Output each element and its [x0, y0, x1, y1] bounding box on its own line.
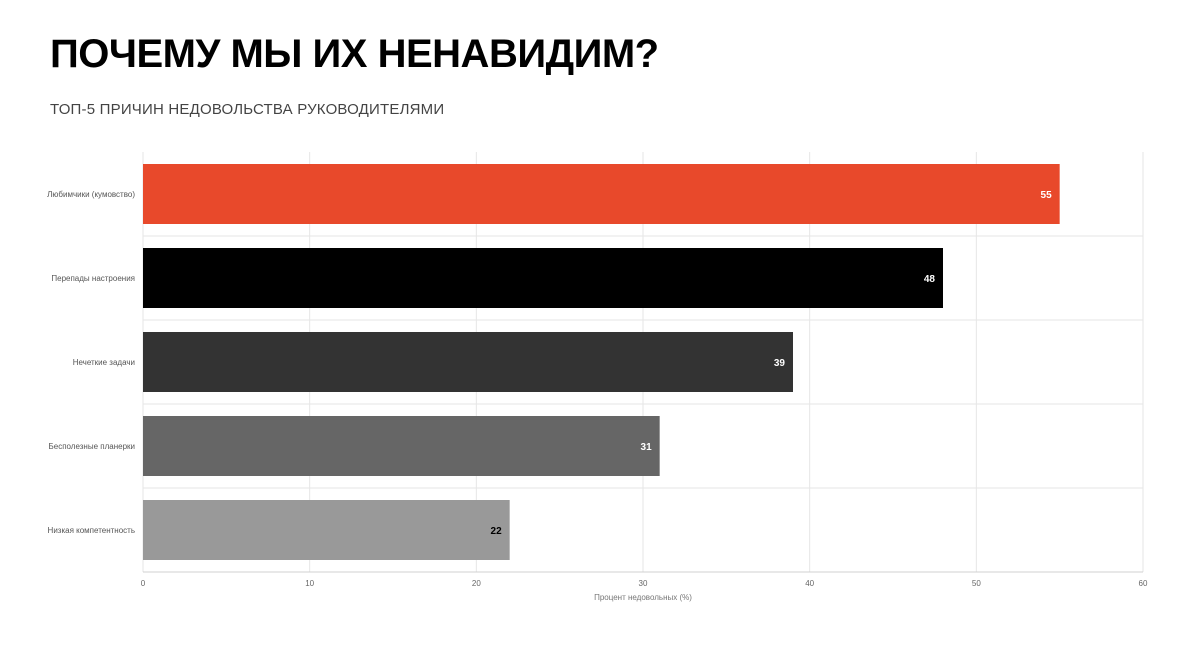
- chart-title: ПОЧЕМУ МЫ ИХ НЕНАВИДИМ?: [50, 32, 659, 76]
- x-tick-label: 30: [639, 579, 648, 588]
- category-label: Любимчики (кумовство): [47, 190, 135, 199]
- bar: [143, 248, 943, 308]
- x-tick-label: 60: [1139, 579, 1148, 588]
- bar: [143, 500, 510, 560]
- x-tick-label: 50: [972, 579, 981, 588]
- x-tick-label: 20: [472, 579, 481, 588]
- bar: [143, 332, 793, 392]
- data-label: 39: [774, 358, 786, 369]
- category-label: Нечеткие задачи: [73, 358, 135, 367]
- labels: 0 10 20 30 40 50 60 Любимчики (кумовство) 55 Пере…: [47, 190, 1148, 602]
- chart-subtitle: ТОП-5 ПРИЧИН НЕДОВОЛЬСТВА РУКОВОДИТЕЛЯМИ: [50, 101, 445, 118]
- data-label: 22: [491, 526, 503, 537]
- data-label: 55: [1041, 190, 1053, 201]
- category-label: Низкая компетентность: [48, 526, 135, 535]
- bar: [143, 164, 1060, 224]
- category-label: Бесполезные планерки: [49, 442, 136, 451]
- data-label: 31: [641, 442, 653, 453]
- x-axis-title: Процент недовольных (%): [594, 593, 692, 602]
- x-tick-label: 10: [305, 579, 314, 588]
- bars: [143, 164, 1060, 560]
- x-tick-label: 40: [805, 579, 814, 588]
- data-label: 48: [924, 274, 936, 285]
- category-label: Перепады настроения: [51, 274, 135, 283]
- x-tick-label: 0: [141, 579, 146, 588]
- bar: [143, 416, 660, 476]
